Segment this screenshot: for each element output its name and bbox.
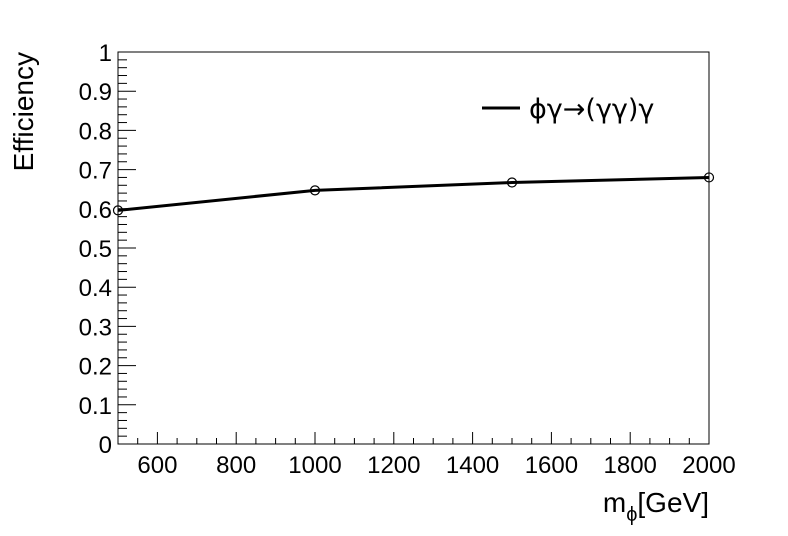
data-point	[506, 177, 518, 188]
x-tick-label: 600	[137, 452, 177, 479]
series-layer	[112, 172, 715, 216]
x-axis-title: mϕ[GeV]	[603, 487, 709, 526]
data-point	[703, 172, 715, 183]
x-axis-title-subscript: ϕ	[626, 504, 637, 526]
y-axis: 0 0.1 0.2 0.3 0.4 0.5 0.6 0.7 0.8 0.9 1	[79, 40, 136, 459]
y-tick-label: 0.3	[79, 314, 112, 341]
y-tick-label: 1	[99, 40, 112, 67]
y-tick-label: 0	[99, 432, 112, 459]
legend: ϕγ→(γγ)γ	[482, 94, 654, 125]
x-tick-label: 1000	[288, 452, 341, 479]
y-tick-label: 0.8	[79, 118, 112, 145]
x-tick-label: 1400	[446, 452, 499, 479]
y-tick-label: 0.7	[79, 158, 112, 185]
y-tick-label: 0.9	[79, 79, 112, 106]
x-tick-label: 1600	[525, 452, 578, 479]
y-tick-label: 0.4	[79, 275, 112, 302]
x-tick-label: 2000	[682, 452, 735, 479]
x-tick-label: 1200	[367, 452, 420, 479]
series-line	[117, 175, 710, 212]
data-point	[309, 185, 321, 196]
x-tick-label: 800	[216, 452, 256, 479]
x-axis-title-unit: [GeV]	[637, 487, 709, 518]
legend-label: ϕγ→(γγ)γ	[529, 94, 654, 125]
y-tick-label: 0.5	[79, 236, 112, 263]
y-tick-label: 0.2	[79, 354, 112, 381]
x-axis: 600 800 1000 1200 1400 1600 1800 2000	[117, 432, 736, 479]
y-tick-label: 0.1	[79, 393, 112, 420]
x-tick-label: 1800	[604, 452, 657, 479]
y-tick-label: 0.6	[79, 197, 112, 224]
y-axis-title: Efficiency	[8, 52, 39, 171]
x-axis-title-main: m	[603, 487, 626, 518]
data-point	[112, 205, 124, 216]
